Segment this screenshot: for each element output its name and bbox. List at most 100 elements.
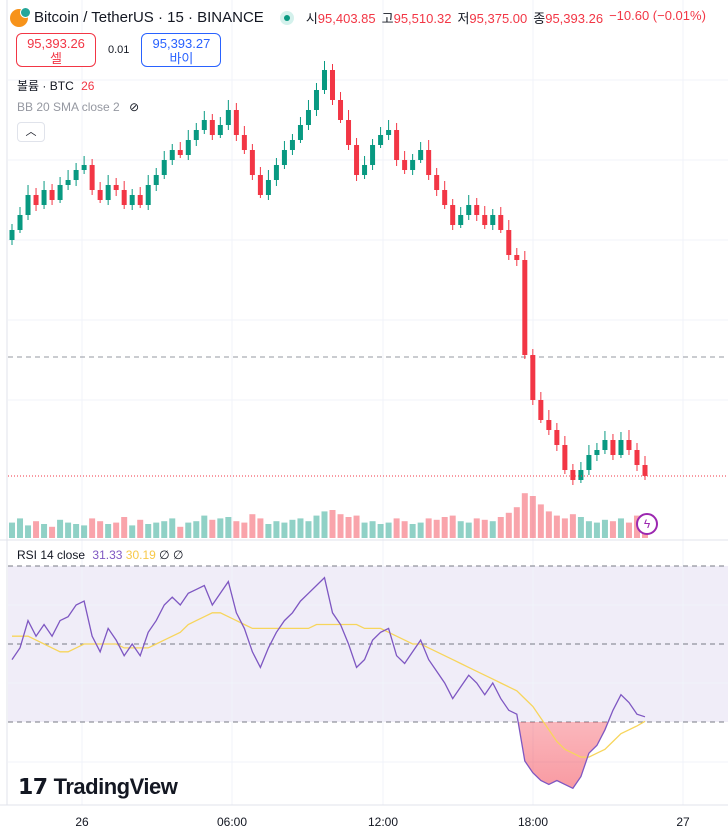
candle-body (602, 440, 608, 450)
volume-bar (353, 515, 360, 538)
buy-label: 바이 (169, 51, 194, 66)
candle-body (354, 145, 360, 175)
candle-body (153, 175, 159, 185)
volume-bar (321, 511, 328, 538)
candle-body (578, 470, 584, 480)
bb-label: BB 20 SMA close 2 (17, 100, 120, 114)
symbol-title[interactable]: Bitcoin / TetherUS · 15 · BINANCE (34, 9, 264, 26)
rsi-legend[interactable]: RSI 14 close 31.33 30.19 ∅ ∅ (17, 548, 183, 562)
candle-body (610, 440, 616, 455)
candle-body (482, 215, 488, 225)
rsi-oversold-fill (12, 722, 645, 789)
candle-body (25, 195, 31, 215)
buy-price: 95,393.27 (152, 36, 211, 51)
low-value: 95,375.00 (469, 11, 528, 26)
tv-logo-icon: 𝟭𝟳 (18, 774, 48, 799)
bb-legend[interactable]: BB 20 SMA close 2 ⊘ (17, 100, 139, 114)
close-value: 95,393.26 (545, 11, 604, 26)
close-label: 종 (533, 11, 546, 26)
candle-body (97, 190, 103, 200)
candle-body (33, 195, 39, 205)
volume-bar (201, 515, 208, 538)
candle-body (402, 160, 408, 170)
volume-bar (601, 519, 608, 538)
volume-bar (609, 521, 616, 538)
open-label: 시 (305, 11, 318, 26)
candle-body (225, 110, 231, 125)
market-status-icon[interactable] (279, 10, 294, 25)
volume-bar (489, 521, 496, 538)
volume-bar (65, 522, 72, 538)
brand-name: TradingView (53, 774, 178, 799)
candle-body (538, 400, 544, 420)
rsi-label: RSI 14 close (17, 548, 86, 562)
tradingview-logo[interactable]: 𝟭𝟳 TradingView (18, 774, 178, 800)
lightning-icon[interactable]: ϟ (636, 513, 658, 535)
volume-bar (145, 524, 152, 538)
volume-bar (217, 518, 224, 538)
candle-body (257, 175, 263, 195)
candle-body (129, 195, 135, 205)
volume-bar (121, 517, 128, 538)
volume-bar (537, 504, 544, 538)
volume-bar (569, 514, 576, 538)
candle-body (209, 120, 215, 135)
volume-bar (465, 522, 472, 538)
candle-body (297, 125, 303, 140)
candle-body (362, 165, 368, 175)
candle-body (305, 110, 311, 125)
high-label: 고 (381, 11, 394, 26)
x-tick: 12:00 (367, 815, 399, 829)
candle-body (65, 180, 71, 185)
volume-bar (617, 518, 624, 538)
volume-bar (137, 519, 144, 538)
candle-body (105, 185, 111, 200)
volume-bar (513, 507, 520, 538)
candle-body (121, 190, 127, 205)
volume-bar (545, 511, 552, 538)
change-value: −10.60 (−0.01%) (609, 8, 706, 23)
candle-body (201, 120, 207, 130)
candle-body (241, 135, 247, 150)
volume-bar (345, 517, 352, 538)
candle-body (49, 190, 55, 200)
candle-body (586, 455, 592, 470)
volume-bar (265, 524, 272, 538)
volume-label: 볼륨 · BTC (17, 79, 74, 93)
volume-bar (193, 521, 200, 538)
candle-body (89, 165, 95, 190)
ohlc-values: 시95,403.85 고95,510.32 저95,375.00 종95,393… (306, 8, 706, 27)
volume-bar (585, 521, 592, 538)
candle-body (137, 195, 143, 205)
volume-bar (89, 518, 96, 538)
candle-body (338, 100, 344, 120)
candle-body (514, 255, 520, 260)
candle-body (530, 355, 536, 400)
volume-bar (361, 522, 368, 538)
candle-body (265, 180, 271, 195)
trade-buttons: 95,393.26 셀 0.01 95,393.27 바이 (16, 33, 222, 67)
collapse-legend-button[interactable]: ︿ (17, 122, 45, 142)
sell-price: 95,393.26 (27, 36, 85, 51)
candle-body (81, 165, 87, 170)
candle-body (169, 150, 175, 160)
eye-hidden-icon[interactable]: ⊘ (129, 100, 140, 114)
buy-button[interactable]: 95,393.27 바이 (141, 33, 222, 67)
volume-bar (393, 518, 400, 538)
x-tick: 06:00 (216, 815, 248, 829)
candle-body (594, 450, 600, 455)
volume-legend[interactable]: 볼륨 · BTC 26 (17, 77, 94, 94)
candle-body (418, 150, 424, 160)
sell-button[interactable]: 95,393.26 셀 (16, 33, 96, 67)
candle-body (9, 230, 15, 240)
candle-body (233, 110, 239, 135)
volume-bar (113, 522, 120, 538)
candle-body (498, 215, 504, 230)
candle-body (321, 70, 327, 90)
rsi-line (11, 576, 646, 790)
volume-bar (41, 524, 48, 538)
volume-bar (177, 526, 184, 538)
candle-body (554, 430, 560, 445)
x-tick: 26 (75, 815, 89, 829)
